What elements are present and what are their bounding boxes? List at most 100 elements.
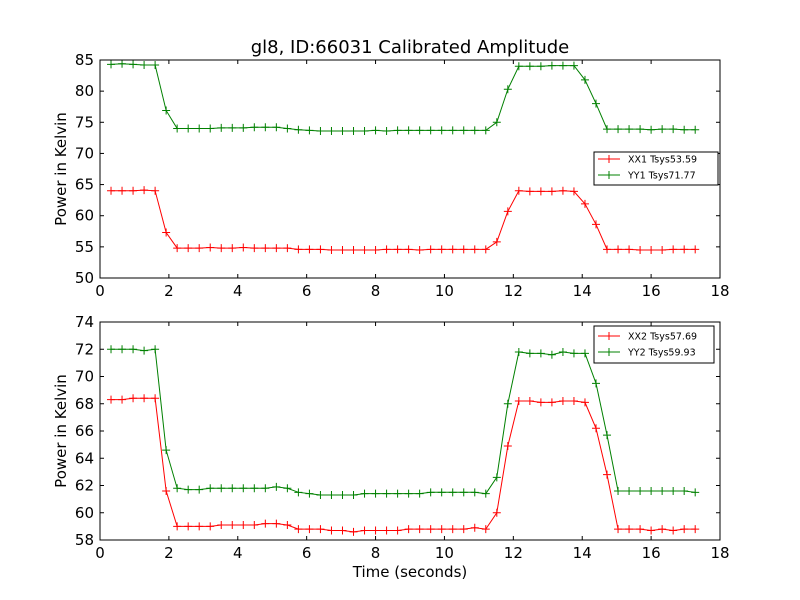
data-point xyxy=(228,521,237,530)
data-point xyxy=(415,525,424,534)
data-point xyxy=(327,127,336,136)
y-axis-label: Power in Kelvin xyxy=(52,374,70,488)
data-point xyxy=(173,244,182,253)
data-point xyxy=(691,525,700,534)
data-point xyxy=(680,245,689,254)
data-point xyxy=(294,125,303,134)
data-point xyxy=(492,473,501,482)
data-point xyxy=(647,526,656,535)
data-point xyxy=(614,125,623,134)
data-point xyxy=(393,245,402,254)
data-point xyxy=(107,345,116,354)
data-point xyxy=(514,186,523,195)
data-point xyxy=(360,245,369,254)
y-tick-label: 55 xyxy=(75,238,94,256)
data-point xyxy=(239,521,248,530)
data-point xyxy=(569,397,578,406)
data-point xyxy=(195,485,204,494)
data-point xyxy=(129,60,138,69)
data-point xyxy=(195,522,204,531)
data-point xyxy=(426,525,435,534)
data-point xyxy=(625,125,634,134)
data-point xyxy=(382,127,391,136)
data-point xyxy=(382,245,391,254)
y-tick-label: 85 xyxy=(75,51,94,69)
data-point xyxy=(580,398,589,407)
data-point xyxy=(140,394,149,403)
data-point xyxy=(459,245,468,254)
data-point xyxy=(569,61,578,70)
data-point xyxy=(327,491,336,500)
data-point xyxy=(338,127,347,136)
data-point xyxy=(228,123,237,132)
data-point xyxy=(272,123,281,132)
legend-marker xyxy=(605,155,613,163)
data-point xyxy=(107,395,116,404)
data-point xyxy=(228,244,237,253)
x-tick-label: 8 xyxy=(371,282,381,300)
data-point xyxy=(316,525,325,534)
data-point xyxy=(184,522,193,531)
x-tick-label: 12 xyxy=(504,282,523,300)
data-point xyxy=(261,484,270,493)
data-point xyxy=(404,525,413,534)
data-point xyxy=(437,126,446,135)
data-point xyxy=(283,124,292,133)
data-point xyxy=(569,349,578,358)
data-point xyxy=(525,397,534,406)
data-point xyxy=(647,486,656,495)
data-point xyxy=(503,85,512,94)
data-point xyxy=(206,124,215,133)
data-point xyxy=(514,347,523,356)
data-point xyxy=(580,199,589,208)
y-tick-label: 64 xyxy=(75,449,94,467)
data-point xyxy=(349,245,358,254)
data-point xyxy=(382,489,391,498)
legend-marker xyxy=(605,332,613,340)
data-point xyxy=(580,75,589,84)
data-point xyxy=(217,484,226,493)
data-point xyxy=(481,245,490,254)
data-point xyxy=(459,525,468,534)
data-point xyxy=(294,488,303,497)
x-axis-label: Time (seconds) xyxy=(352,563,468,581)
data-point xyxy=(481,489,490,498)
x-tick-label: 14 xyxy=(573,544,592,562)
data-point xyxy=(283,521,292,530)
data-point xyxy=(404,489,413,498)
data-point xyxy=(437,488,446,497)
data-point xyxy=(195,124,204,133)
data-point xyxy=(217,244,226,253)
data-point xyxy=(162,486,171,495)
data-point xyxy=(437,245,446,254)
data-point xyxy=(625,245,634,254)
data-point xyxy=(404,126,413,135)
data-point xyxy=(680,125,689,134)
data-point xyxy=(151,394,160,403)
data-point xyxy=(636,125,645,134)
data-point xyxy=(426,126,435,135)
data-point xyxy=(184,244,193,253)
data-point xyxy=(558,186,567,195)
y-tick-label: 74 xyxy=(75,313,94,331)
data-point xyxy=(647,245,656,254)
data-point xyxy=(217,123,226,132)
data-point xyxy=(492,237,501,246)
y-tick-label: 72 xyxy=(75,340,94,358)
data-point xyxy=(669,125,678,134)
data-point xyxy=(470,523,479,532)
data-point xyxy=(371,245,380,254)
x-tick-label: 6 xyxy=(302,282,312,300)
data-point xyxy=(415,489,424,498)
x-tick-label: 4 xyxy=(233,282,243,300)
data-point xyxy=(173,484,182,493)
data-point xyxy=(625,525,634,534)
y-tick-label: 50 xyxy=(75,269,94,287)
y-tick-label: 70 xyxy=(75,144,94,162)
y-tick-label: 62 xyxy=(75,477,94,495)
data-point xyxy=(514,397,523,406)
data-point xyxy=(592,220,600,229)
data-point xyxy=(250,123,259,132)
data-point xyxy=(250,244,259,253)
